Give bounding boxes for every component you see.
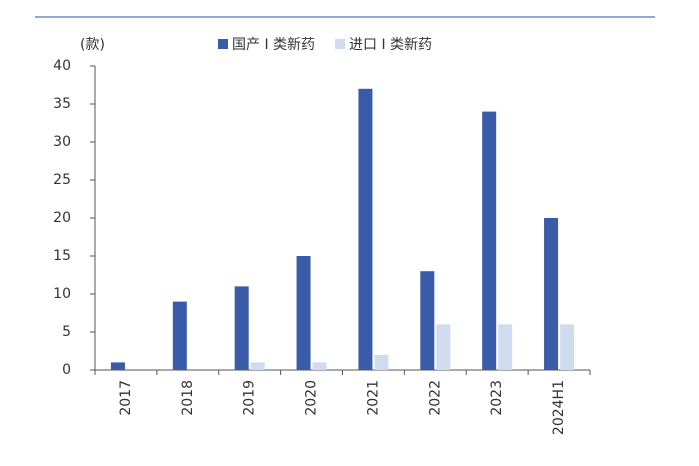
bar	[498, 324, 513, 370]
bar	[482, 111, 497, 370]
x-tick-label: 2018	[180, 380, 196, 416]
y-tick-label: 20	[53, 210, 71, 226]
x-tick-label: 2022	[427, 380, 443, 416]
bar	[358, 88, 373, 371]
bar	[296, 256, 311, 370]
y-tick-label: 40	[53, 58, 71, 74]
x-tick-label: 2020	[304, 380, 320, 416]
y-tick-label: 10	[53, 286, 71, 302]
bar	[544, 218, 559, 370]
y-axis-label: (款)	[80, 37, 105, 53]
x-tick-label: 2023	[489, 380, 505, 416]
bar	[436, 324, 451, 370]
y-tick-label: 30	[53, 134, 71, 150]
x-tick-label: 2019	[242, 380, 258, 416]
bar	[420, 271, 435, 370]
bar	[374, 354, 389, 370]
bar	[172, 301, 187, 370]
legend-label: 国产 I 类新药	[232, 37, 315, 53]
legend-swatch	[218, 39, 228, 49]
y-tick-label: 0	[62, 362, 71, 378]
y-tick-label: 25	[53, 172, 71, 188]
bar	[110, 362, 125, 370]
bar	[250, 362, 265, 370]
y-tick-label: 5	[62, 324, 71, 340]
y-tick-label: 35	[53, 96, 71, 112]
x-tick-label: 2017	[118, 380, 134, 416]
legend-label: 进口 I 类新药	[349, 37, 432, 53]
legend-swatch	[335, 39, 346, 49]
x-tick-label: 2024H1	[551, 380, 567, 435]
bar	[312, 362, 327, 370]
bar	[234, 286, 249, 370]
bar	[560, 324, 575, 370]
y-tick-label: 15	[53, 248, 71, 264]
x-tick-label: 2021	[365, 380, 381, 416]
